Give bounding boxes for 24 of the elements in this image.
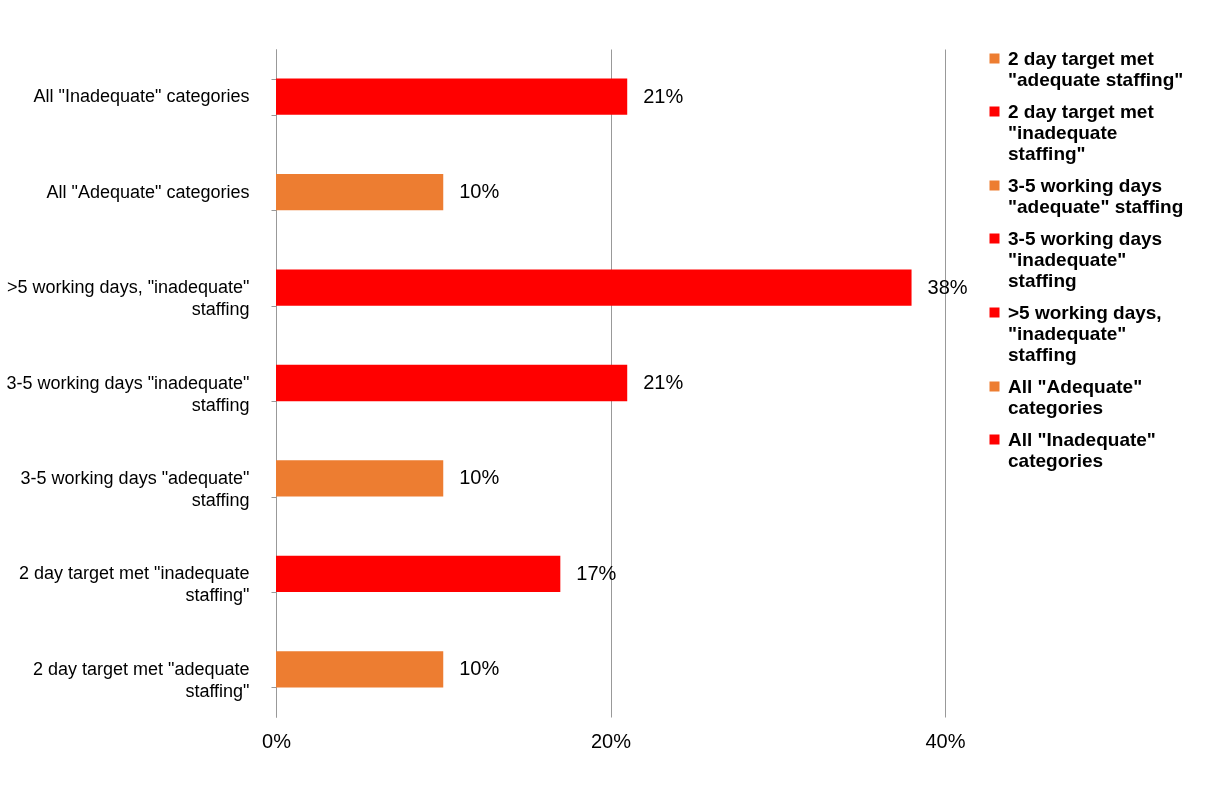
legend-label: All "Inadequate" categories	[1008, 428, 1156, 471]
y-tick-label: 2 day target met "inadequate staffing"	[18, 563, 250, 606]
data-label: 10%	[459, 180, 500, 203]
x-tick-label: 20%	[590, 729, 632, 752]
legend-label: 2 day target met "adequate staffing"	[1008, 47, 1184, 90]
data-label: 21%	[643, 371, 684, 393]
x-tick-label: 40%	[925, 729, 966, 752]
legend-label: 3-5 working days "inadequate" staffing	[1008, 227, 1163, 291]
legend-label: All "Adequate" categories	[1008, 375, 1143, 418]
y-tick-label: >5 working days, "inadequate" staffing	[7, 277, 250, 320]
y-tick-label: 3-5 working days "adequate" staffing	[20, 467, 250, 510]
y-tick-label: All "Adequate" categories	[46, 181, 250, 202]
data-label: 10%	[459, 466, 500, 489]
y-tick-label: 3-5 working days "inadequate" staffing	[6, 372, 250, 415]
data-label: 17%	[576, 561, 617, 584]
legend-label: >5 working days, "inadequate" staffing	[1008, 301, 1162, 365]
legend-label: 2 day target met "inadequate staffing"	[1008, 100, 1155, 164]
data-label: 38%	[927, 275, 968, 298]
y-tick-label: 2 day target met "adequate staffing"	[32, 658, 250, 701]
legend-label: 3-5 working days "adequate" staffing	[1008, 174, 1184, 217]
data-label: 10%	[459, 657, 500, 680]
y-tick-label: All "Inadequate" categories	[33, 86, 250, 107]
data-label: 21%	[643, 84, 684, 107]
x-tick-label: 0%	[262, 729, 292, 752]
